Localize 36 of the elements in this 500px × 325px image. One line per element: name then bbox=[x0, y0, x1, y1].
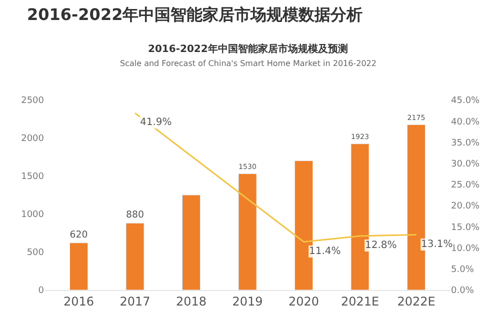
bar bbox=[238, 173, 257, 290]
x-tick-label: 2020 bbox=[288, 294, 320, 308]
x-tick-label: 2019 bbox=[232, 294, 263, 308]
y2-tick-label: 35.0% bbox=[451, 138, 480, 148]
data-label: 12.8% bbox=[365, 240, 397, 251]
y2-tick-label: 0.0% bbox=[451, 286, 474, 296]
chart-title: 2016-2022年中国智能家居市场规模数据分析 bbox=[27, 5, 363, 24]
data-label: 620 bbox=[70, 229, 88, 240]
text: Scale and Forecast of China's Smart Home Market in 2016-2022 bbox=[120, 59, 376, 68]
x-tick-label: 2017 bbox=[120, 294, 150, 308]
y2-tick-label: 15.0% bbox=[451, 222, 480, 233]
y2-tick-label: 20.0% bbox=[451, 202, 480, 212]
y-tick-label: 2500 bbox=[21, 96, 44, 106]
y2-tick-label: 45.0% bbox=[451, 96, 480, 106]
y2-tick-label: 10.0% bbox=[451, 244, 480, 254]
bar bbox=[182, 194, 200, 290]
y2-tick-label: 25.0% bbox=[451, 180, 480, 191]
x-tick-label: 2018 bbox=[176, 294, 207, 308]
y-tick-label: 500 bbox=[26, 248, 44, 258]
y-tick-label: 1000 bbox=[21, 210, 44, 220]
data-label: 880 bbox=[126, 210, 144, 221]
x-tick-label: 2021E bbox=[340, 294, 380, 308]
y-tick-label: 0 bbox=[38, 286, 44, 296]
x-tick-label: 2022E bbox=[397, 294, 436, 308]
bar bbox=[70, 242, 88, 290]
data-label: 11.4% bbox=[309, 246, 341, 257]
x-tick-label: 2016 bbox=[63, 294, 94, 308]
data-label: 13.1% bbox=[421, 239, 453, 250]
y-tick-label: 2000 bbox=[21, 134, 44, 144]
y-tick-label: 1500 bbox=[21, 172, 44, 182]
data-label: 41.9% bbox=[140, 117, 172, 128]
chart-subtitle: 2016-2022年中国智能家居市场规模及预测 bbox=[148, 43, 348, 55]
y2-tick-label: 30.0% bbox=[451, 159, 480, 170]
y2-tick-label: 5.0% bbox=[451, 265, 474, 276]
y2-tick-label: 40.0% bbox=[451, 117, 480, 128]
bar bbox=[126, 222, 144, 290]
